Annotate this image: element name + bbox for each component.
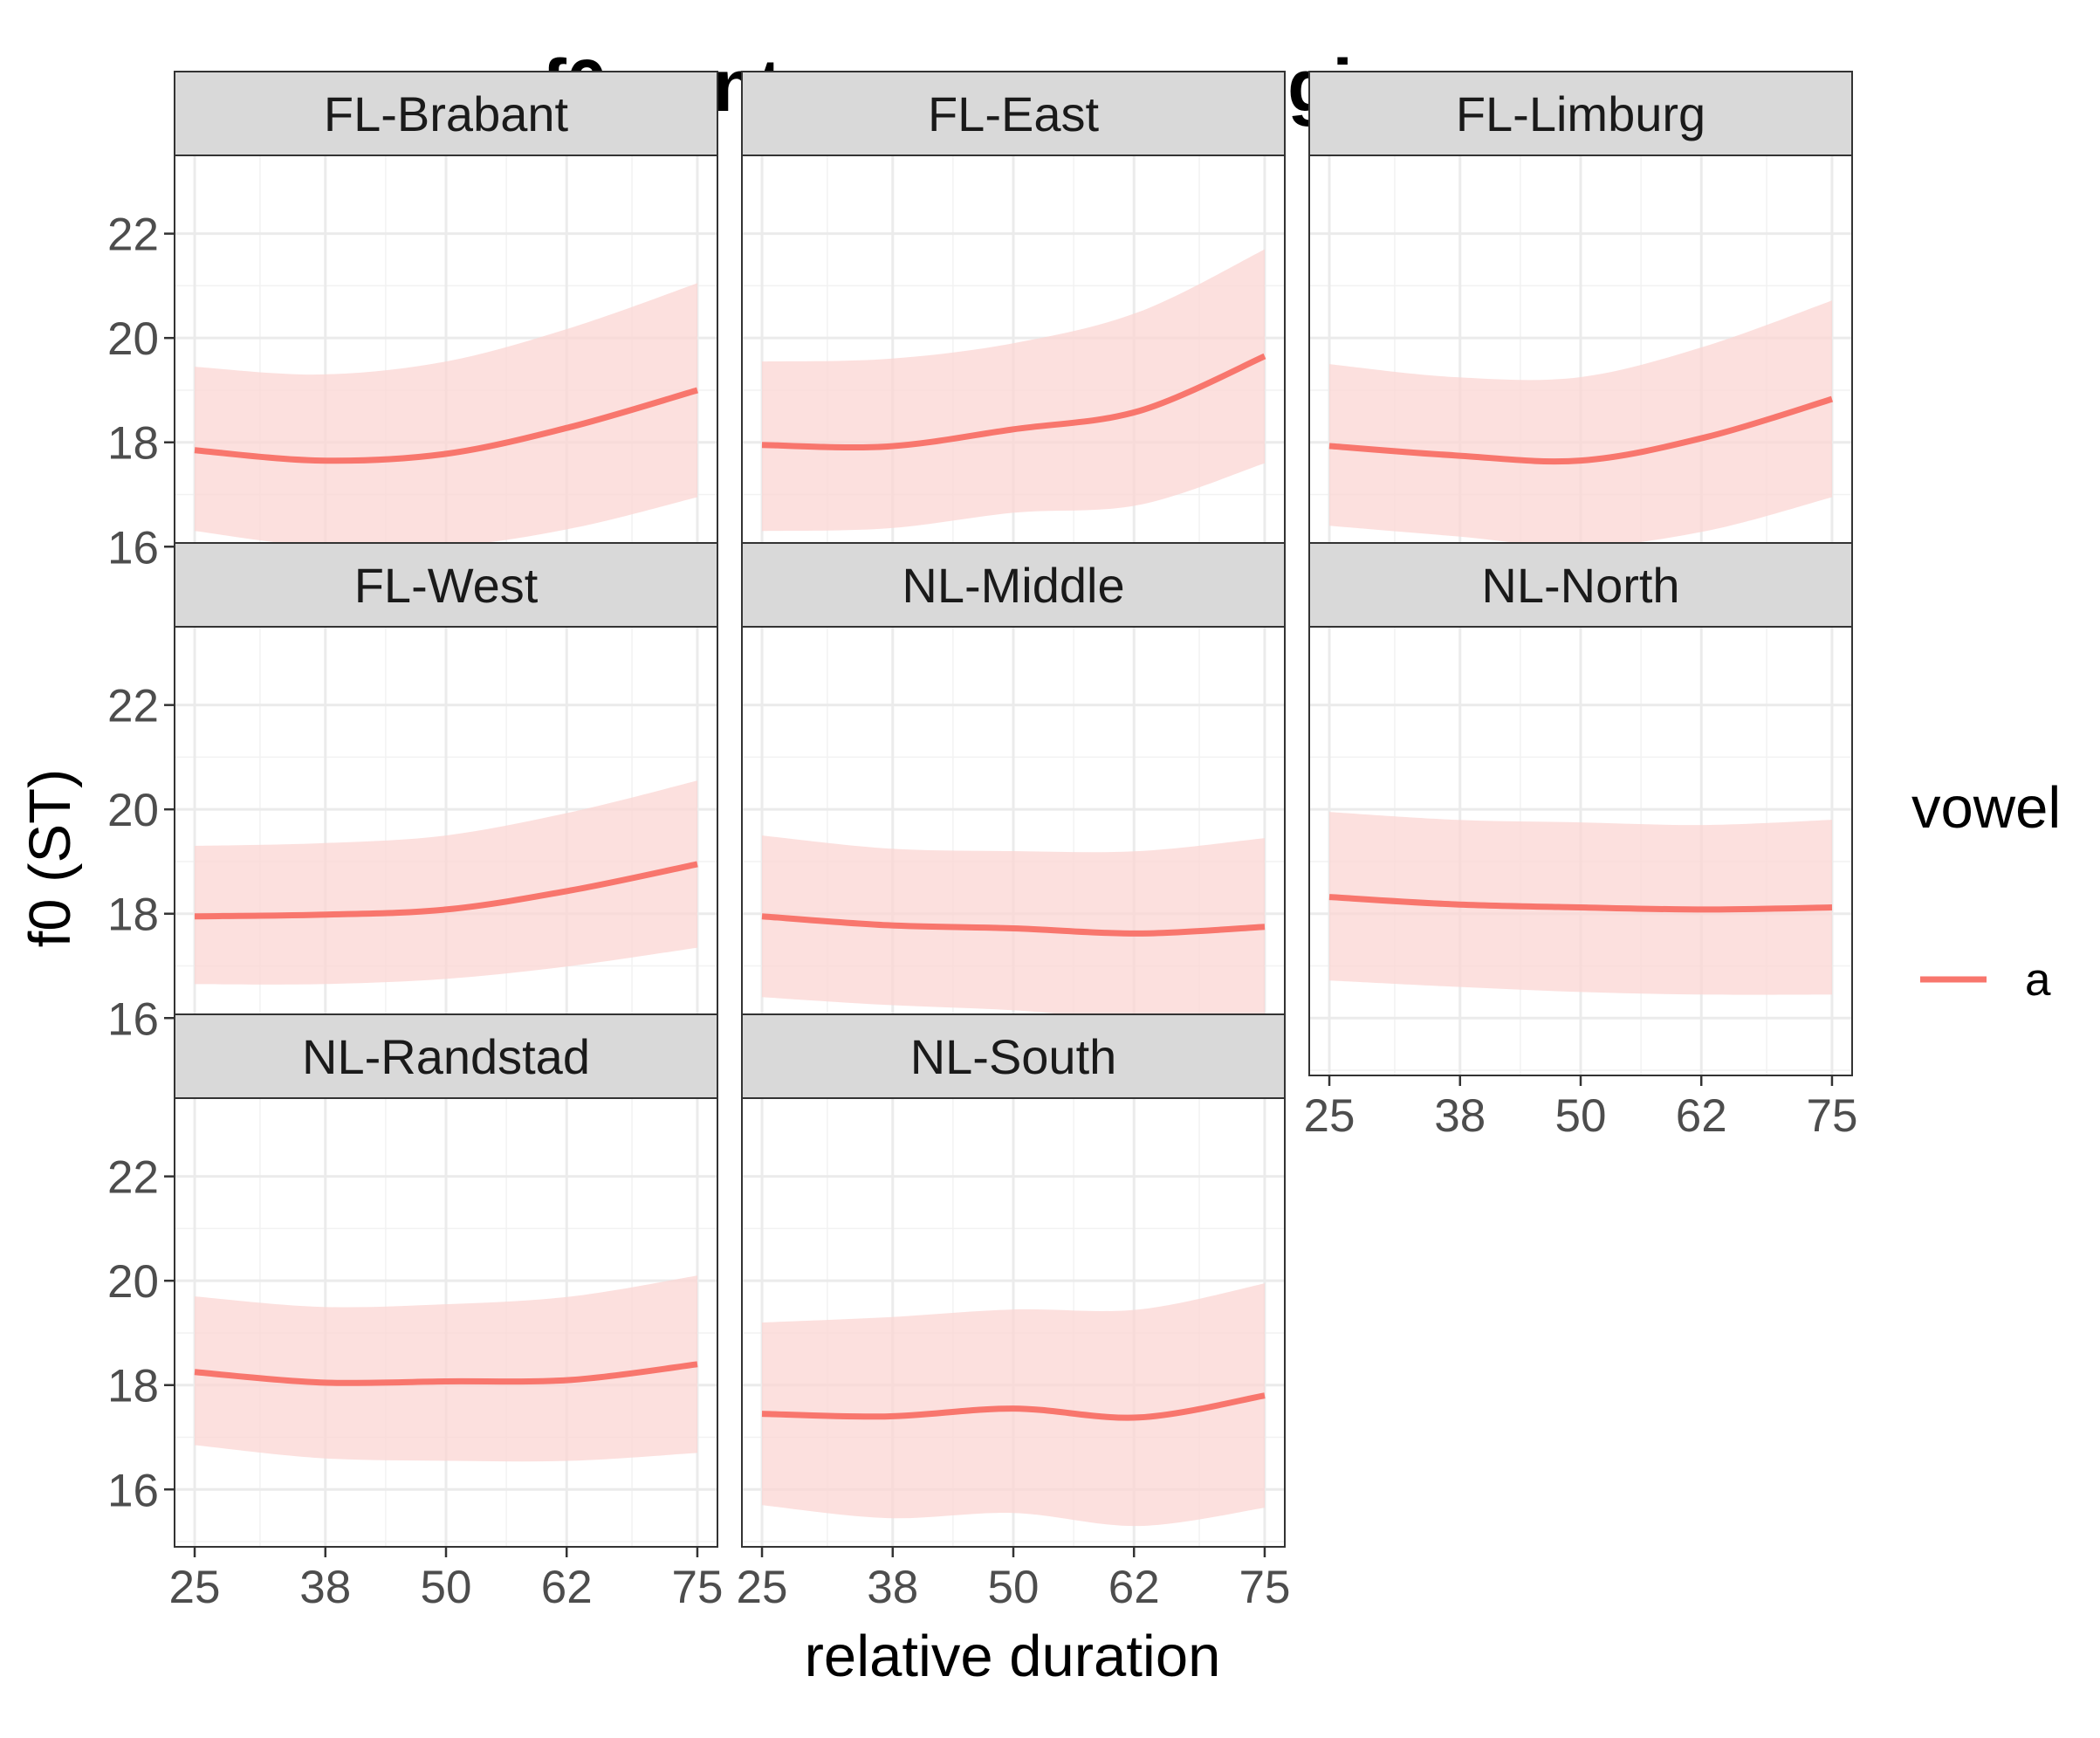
confidence-ribbon [762, 249, 1265, 532]
facet-strip [174, 542, 718, 628]
series-line-a [194, 1361, 698, 1386]
y-tick-label: 16 [107, 993, 159, 1045]
x-tick-label: 25 [737, 1562, 788, 1613]
facet-fl-limburg: FL-Limburg [1308, 71, 1853, 605]
facet-fl-east: FL-East [741, 71, 1286, 605]
facet-strip [174, 1013, 718, 1099]
facet-strip-label: NL-Middle [902, 558, 1124, 613]
facet-strip-label: NL-North [1481, 558, 1679, 613]
x-tick-label: 50 [988, 1562, 1040, 1613]
y-tick-label: 22 [107, 210, 159, 261]
confidence-ribbon [195, 780, 697, 985]
y-tick-label: 18 [107, 890, 159, 941]
x-tick-label: 25 [169, 1562, 221, 1613]
facet-strip [741, 1013, 1286, 1099]
x-tick-label: 38 [1434, 1090, 1486, 1142]
x-tick-label: 62 [1676, 1090, 1727, 1142]
facet-strip-label: NL-South [910, 1029, 1117, 1084]
facet-nl-middle: NL-Middle [741, 542, 1286, 1076]
x-tick-label: 62 [1108, 1562, 1160, 1613]
confidence-ribbon [195, 283, 697, 549]
y-tick-label: 18 [107, 1361, 159, 1412]
facet-strip [741, 71, 1286, 156]
facet-strip-label: FL-Brabant [324, 86, 569, 141]
y-tick-label: 20 [107, 785, 159, 836]
facet-strip [1308, 71, 1853, 156]
facet-strip [1308, 542, 1853, 628]
facet-nl-north: NL-North 25 38 50 62 75 [1304, 542, 1857, 1142]
facet-panels: FL-Brabant 16 18 20 22 FL-East FL-Limburg FL-We… [107, 71, 1857, 1613]
y-tick-label: 22 [107, 681, 159, 732]
series-line-a [1328, 395, 1834, 465]
legend-title: vowel [1911, 775, 2061, 841]
y-tick-label: 20 [107, 1256, 159, 1308]
facet-strip-label: FL-Limburg [1456, 86, 1705, 141]
series-line-a [761, 353, 1266, 451]
x-tick-label: 75 [1239, 1562, 1290, 1613]
facet-strip-label: NL-Randstad [302, 1029, 590, 1084]
facet-fl-brabant: FL-Brabant 16 18 20 22 [107, 71, 718, 605]
confidence-ribbon [195, 1275, 697, 1462]
legend: vowel a [1911, 775, 2061, 1006]
series-line-a [194, 861, 698, 920]
legend-label-a: a [2025, 954, 2051, 1006]
y-tick-label: 16 [107, 1465, 159, 1516]
series-line-a [761, 913, 1266, 937]
facet-fl-west: FL-West 16 18 20 22 [107, 542, 718, 1076]
x-axis-title: relative duration [805, 1624, 1221, 1689]
facet-strip [741, 542, 1286, 628]
series-line-a [761, 1392, 1266, 1421]
facet-nl-south: NL-South 25 38 50 62 75 [737, 1013, 1290, 1613]
series-line-a [194, 387, 698, 464]
facet-nl-randstad: NL-Randstad 16 18 20 22 25 38 50 62 75 [107, 1013, 723, 1613]
x-tick-label: 50 [1555, 1090, 1607, 1142]
x-tick-label: 38 [299, 1562, 351, 1613]
y-tick-label: 22 [107, 1152, 159, 1204]
x-tick-label: 75 [671, 1562, 723, 1613]
x-tick-label: 62 [541, 1562, 593, 1613]
y-axis-title: f0 (ST) [17, 769, 83, 948]
x-tick-label: 75 [1806, 1090, 1857, 1142]
x-tick-label: 25 [1304, 1090, 1355, 1142]
series-line-a [1328, 894, 1833, 913]
y-tick-label: 16 [107, 522, 159, 574]
confidence-ribbon [1329, 300, 1832, 547]
confidence-ribbon [762, 1283, 1265, 1527]
confidence-ribbon [1329, 812, 1832, 995]
facet-strip [174, 71, 718, 156]
y-tick-label: 18 [107, 418, 159, 470]
x-tick-label: 50 [421, 1562, 472, 1613]
facet-strip-label: FL-East [928, 86, 1099, 141]
x-tick-label: 38 [867, 1562, 918, 1613]
y-tick-label: 20 [107, 313, 159, 365]
facet-strip-label: FL-West [354, 558, 539, 613]
